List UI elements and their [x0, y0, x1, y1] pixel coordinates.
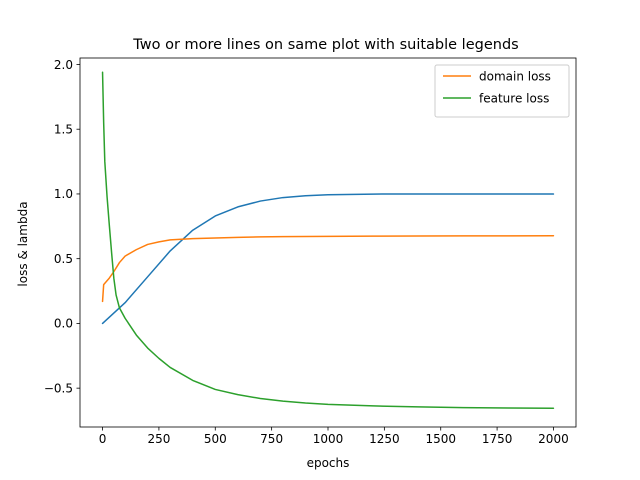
y-tick-label: 0.0: [54, 317, 73, 331]
legend: domain loss feature loss: [434, 64, 570, 118]
x-tick-label: 1000: [313, 432, 344, 446]
y-tick-label: 1.5: [54, 123, 73, 137]
legend-box: [434, 64, 570, 118]
plot-area: 0 250 500 750 1000 1250 1500 1750 2000 −0.5 0.0 0.5…: [44, 57, 577, 446]
y-tick-label: 1.0: [54, 187, 73, 201]
series-line-feature-loss: [101, 71, 555, 409]
chart-title: Two or more lines on same plot with suit…: [132, 37, 518, 53]
x-tick-label: 1250: [369, 432, 400, 446]
x-tick-label: 1750: [482, 432, 513, 446]
x-tick-label: 0: [99, 432, 107, 446]
x-tick-label: 750: [260, 432, 283, 446]
y-tick-label: 0.5: [54, 252, 73, 266]
y-axis-label: loss & lambda: [16, 201, 30, 286]
x-tick-label: 2000: [538, 432, 569, 446]
x-tick-label: 250: [147, 432, 170, 446]
y-tick-label: 2.0: [54, 58, 73, 72]
legend-label: feature loss: [479, 91, 549, 105]
series-line-1: [101, 193, 555, 325]
y-tick-label: −0.5: [44, 381, 73, 395]
x-tick-label: 1500: [425, 432, 456, 446]
series-line-domain-loss: [101, 235, 555, 303]
x-tick-label: 500: [204, 432, 227, 446]
legend-label: domain loss: [479, 69, 551, 83]
x-axis-label: epochs: [307, 456, 350, 470]
